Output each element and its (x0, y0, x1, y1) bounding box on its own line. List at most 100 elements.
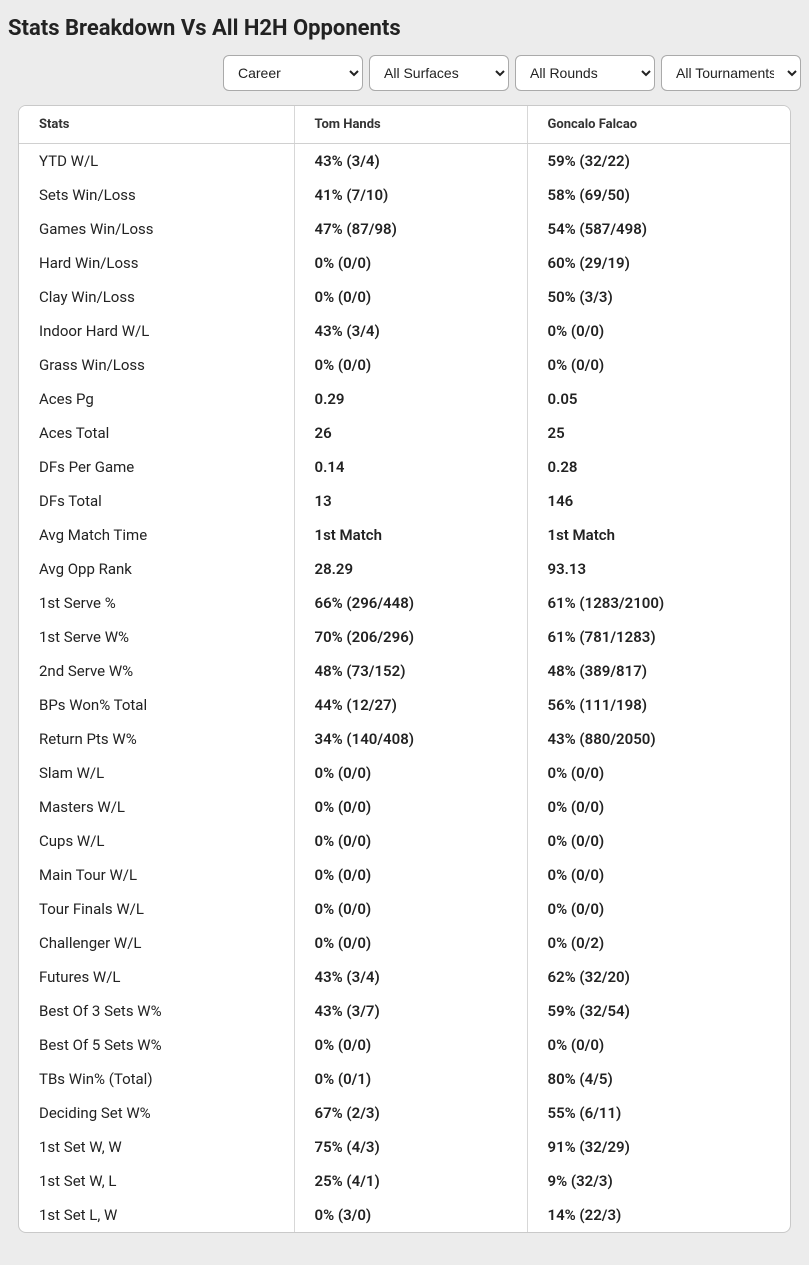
table-header-row: Stats Tom Hands Goncalo Falcao (19, 106, 790, 144)
stat-value-player1: 67% (2/3) (294, 1096, 527, 1130)
stat-value-player2: 48% (389/817) (527, 654, 790, 688)
header-stats: Stats (19, 106, 294, 144)
stat-value-player1: 0% (3/0) (294, 1198, 527, 1232)
stat-value-player1: 0% (0/0) (294, 246, 527, 280)
stat-label: Deciding Set W% (19, 1096, 294, 1130)
stat-value-player2: 43% (880/2050) (527, 722, 790, 756)
tournaments-select[interactable]: All Tournaments (661, 55, 801, 91)
stat-value-player1: 70% (206/296) (294, 620, 527, 654)
stat-value-player2: 61% (1283/2100) (527, 586, 790, 620)
stat-label: Best Of 5 Sets W% (19, 1028, 294, 1062)
table-row: Cups W/L0% (0/0)0% (0/0) (19, 824, 790, 858)
header-player1: Tom Hands (294, 106, 527, 144)
table-row: 1st Serve %66% (296/448)61% (1283/2100) (19, 586, 790, 620)
table-row: DFs Per Game0.140.28 (19, 450, 790, 484)
table-row: Avg Match Time1st Match1st Match (19, 518, 790, 552)
stat-value-player1: 26 (294, 416, 527, 450)
table-row: Hard Win/Loss0% (0/0)60% (29/19) (19, 246, 790, 280)
stat-value-player1: 44% (12/27) (294, 688, 527, 722)
stat-label: Main Tour W/L (19, 858, 294, 892)
stat-value-player1: 0% (0/0) (294, 280, 527, 314)
stat-value-player1: 13 (294, 484, 527, 518)
rounds-select[interactable]: All Rounds (515, 55, 655, 91)
stat-value-player1: 75% (4/3) (294, 1130, 527, 1164)
stats-table: Stats Tom Hands Goncalo Falcao YTD W/L 43… (19, 106, 790, 1232)
career-select[interactable]: Career (223, 55, 363, 91)
stats-table-wrap: Stats Tom Hands Goncalo Falcao YTD W/L 43… (18, 105, 791, 1233)
stat-label: Grass Win/Loss (19, 348, 294, 382)
stat-label: Aces Total (19, 416, 294, 450)
stat-value-player1: 28.29 (294, 552, 527, 586)
stat-value-player2: 0% (0/0) (527, 348, 790, 382)
stat-value-player2: 80% (4/5) (527, 1062, 790, 1096)
table-row: Clay Win/Loss0% (0/0)50% (3/3) (19, 280, 790, 314)
stat-value-player1: 0% (0/0) (294, 756, 527, 790)
stat-value-player1: 1st Match (294, 518, 527, 552)
table-row: Masters W/L0% (0/0)0% (0/0) (19, 790, 790, 824)
stat-value-player2: 0% (0/0) (527, 1028, 790, 1062)
stat-label: Indoor Hard W/L (19, 314, 294, 348)
stat-label: Tour Finals W/L (19, 892, 294, 926)
stat-value-player2: 59% (32/22) (527, 144, 790, 179)
table-row: Futures W/L43% (3/4)62% (32/20) (19, 960, 790, 994)
stat-value-player2: 14% (22/3) (527, 1198, 790, 1232)
stat-label: 1st Set W, L (19, 1164, 294, 1198)
table-row: Challenger W/L0% (0/0)0% (0/2) (19, 926, 790, 960)
stat-label: DFs Per Game (19, 450, 294, 484)
stat-value-player1: 0% (0/0) (294, 926, 527, 960)
stat-label: Cups W/L (19, 824, 294, 858)
table-row: DFs Total13146 (19, 484, 790, 518)
stat-value-player1: 41% (7/10) (294, 178, 527, 212)
table-row: Games Win/Loss47% (87/98)54% (587/498) (19, 212, 790, 246)
stat-value-player1: 25% (4/1) (294, 1164, 527, 1198)
stat-value-player2: 1st Match (527, 518, 790, 552)
table-row: TBs Win% (Total)0% (0/1)80% (4/5) (19, 1062, 790, 1096)
stat-label: BPs Won% Total (19, 688, 294, 722)
stat-value-player1: 43% (3/7) (294, 994, 527, 1028)
stat-label: Masters W/L (19, 790, 294, 824)
table-row: 1st Serve W%70% (206/296)61% (781/1283) (19, 620, 790, 654)
stat-value-player1: 0.14 (294, 450, 527, 484)
stat-value-player1: 0% (0/1) (294, 1062, 527, 1096)
table-row: Indoor Hard W/L43% (3/4)0% (0/0) (19, 314, 790, 348)
stat-label: Futures W/L (19, 960, 294, 994)
table-row: 1st Set W, L25% (4/1)9% (32/3) (19, 1164, 790, 1198)
stat-value-player2: 0.05 (527, 382, 790, 416)
page-title: Stats Breakdown Vs All H2H Opponents (8, 16, 801, 41)
stat-value-player2: 93.13 (527, 552, 790, 586)
stat-value-player1: 0% (0/0) (294, 790, 527, 824)
surfaces-select[interactable]: All Surfaces (369, 55, 509, 91)
stat-value-player2: 0.28 (527, 450, 790, 484)
stat-label: TBs Win% (Total) (19, 1062, 294, 1096)
stat-value-player2: 60% (29/19) (527, 246, 790, 280)
table-row: Slam W/L0% (0/0)0% (0/0) (19, 756, 790, 790)
table-row: BPs Won% Total44% (12/27)56% (111/198) (19, 688, 790, 722)
stat-label: YTD W/L (19, 144, 294, 179)
stat-label: 1st Set L, W (19, 1198, 294, 1232)
stat-value-player1: 0.29 (294, 382, 527, 416)
stat-value-player2: 91% (32/29) (527, 1130, 790, 1164)
table-row: Aces Total2625 (19, 416, 790, 450)
table-row: 1st Set L, W0% (3/0)14% (22/3) (19, 1198, 790, 1232)
table-row: 2nd Serve W%48% (73/152)48% (389/817) (19, 654, 790, 688)
table-row: Tour Finals W/L0% (0/0)0% (0/0) (19, 892, 790, 926)
header-player2: Goncalo Falcao (527, 106, 790, 144)
stat-value-player1: 34% (140/408) (294, 722, 527, 756)
table-body: YTD W/L 43% (3/4) 59% (32/22) Sets Win/Loss… (19, 144, 790, 1233)
stat-value-player2: 0% (0/0) (527, 756, 790, 790)
stat-value-player2: 0% (0/0) (527, 892, 790, 926)
table-row: Main Tour W/L0% (0/0)0% (0/0) (19, 858, 790, 892)
stat-value-player2: 0% (0/0) (527, 824, 790, 858)
stat-label: Games Win/Loss (19, 212, 294, 246)
table-row: Aces Pg0.290.05 (19, 382, 790, 416)
stat-label: Best Of 3 Sets W% (19, 994, 294, 1028)
stat-value-player2: 54% (587/498) (527, 212, 790, 246)
stat-value-player1: 66% (296/448) (294, 586, 527, 620)
stat-label: Sets Win/Loss (19, 178, 294, 212)
stat-label: Clay Win/Loss (19, 280, 294, 314)
stat-label: 1st Serve % (19, 586, 294, 620)
table-row: Grass Win/Loss0% (0/0)0% (0/0) (19, 348, 790, 382)
stat-value-player1: 43% (3/4) (294, 314, 527, 348)
filter-bar: Career All Surfaces All Rounds All Tourn… (8, 55, 801, 91)
stat-label: Avg Opp Rank (19, 552, 294, 586)
